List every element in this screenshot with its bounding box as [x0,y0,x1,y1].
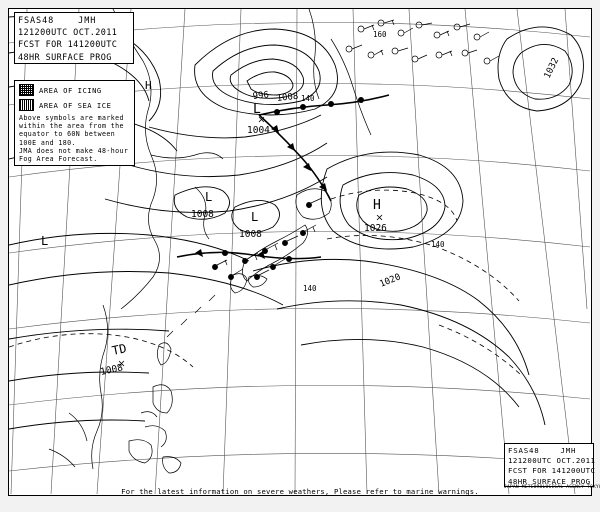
isobar-label: 1008 [276,92,299,104]
warm-front [258,94,390,116]
pressure-center-symbol: TD [111,341,128,358]
cold-front [258,114,332,202]
legend-label-sea-ice: AREA OF SEA ICE [39,100,112,110]
grid-label: 140 [301,94,315,103]
pressure-center-group: L 1004 L 1008 L 1008 L H 1026 H TD [41,79,387,378]
bottom-line-product: 48HR SURFACE PROG [508,476,591,486]
footer-notice: For the latest information on severe wea… [121,487,479,496]
legend-row-sea-ice: AREA OF SEA ICE [19,99,130,111]
legend-label-icing: AREA OF ICING [39,85,102,95]
stationary-front [176,249,322,262]
bottom-line-validtime: FCST FOR 141200UTC [508,466,596,476]
pressure-center-symbol: L [205,190,212,204]
dashed-trough-lines [9,189,522,376]
pressure-center-symbol: H [373,198,381,213]
grid-label: 140 [431,240,445,249]
legend-note: Above symbols are marked within the area… [19,114,129,164]
pressure-center-value: 1008 [239,229,262,240]
japan-station-plots [212,197,323,280]
coastlines [48,9,372,474]
map-canvas: 1028 996 1008 1032 1020 140 140 140 160 … [9,9,590,494]
icing-swatch-icon [19,84,34,96]
title-line-validtime: FCST FOR 141200UTC [18,40,118,51]
grid-label-group: 140 140 140 160 [301,30,445,293]
isobar-label: 1032 [543,56,561,80]
title-block: FSAS48 JMH 121200UTC OCT.2011 FCST FOR 1… [14,12,134,64]
pressure-center-value: 1026 [364,223,387,234]
legend-box: AREA OF ICING AREA OF SEA ICE Above symb… [14,80,135,166]
bottom-line-basetime: 121200UTC OCT.2011 [508,456,596,466]
legend-row-icing: AREA OF ICING [19,84,130,96]
pressure-center-symbol: H [145,79,152,92]
title-line-product: 48HR SURFACE PROG [18,52,112,63]
pressure-center-value: 1004 [247,125,270,136]
grid-label: 140 [303,284,317,293]
station-plot-cluster [345,19,500,65]
isobar-label-group: 1028 996 1008 1032 1020 [115,56,561,289]
isobar-label: 1020 [378,272,402,289]
title-line-basetime: 121200UTC OCT.2011 [18,28,118,39]
bottom-title-block: FSAS48 JMH 121200UTC OCT.2011 FCST FOR 1… [504,443,596,487]
pressure-center-symbol: L [41,234,48,248]
pressure-center-value: 1008 [191,209,214,220]
agency-credit: JAPAN METEOROLOGICAL AGENCY TOKYO [504,485,600,490]
pressure-center-value: 1008 [99,362,124,378]
grid-label: 160 [373,30,387,39]
title-line-bulletin: FSAS48 JMH [18,16,97,26]
bottom-line-bulletin: FSAS48 JMH [508,446,577,455]
pressure-center-symbol: L [253,102,261,117]
sea-ice-swatch-icon [19,99,34,111]
pressure-center-symbol: L [251,210,258,224]
isobar-label: 996 [252,90,269,102]
